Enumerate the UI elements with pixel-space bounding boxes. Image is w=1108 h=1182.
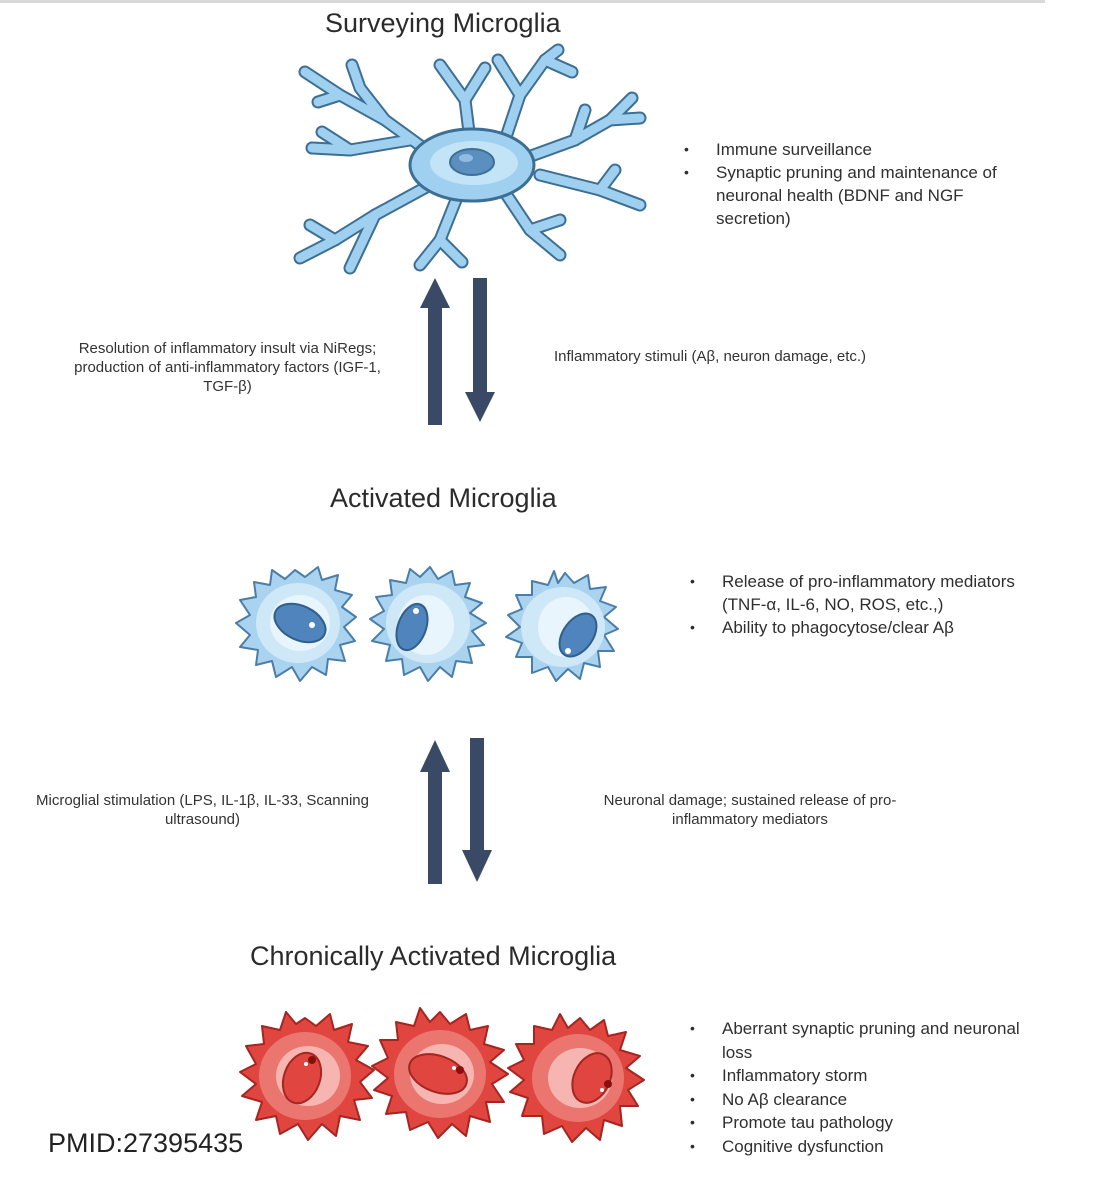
arrow-down-icon [465, 278, 495, 422]
neuronal-damage-label: Neuronal damage; sustained release of pr… [603, 792, 897, 828]
list-item: No Aβ clearance [686, 1088, 1046, 1112]
arrow-up-icon [420, 278, 450, 425]
list-item: Cognitive dysfunction [686, 1135, 1046, 1159]
list-item: Immune surveillance [680, 138, 1040, 161]
lower-bidirectional-arrows [420, 738, 492, 884]
top-divider [0, 0, 1045, 3]
surveying-microglia-cell [293, 43, 647, 275]
chronic-effects-list: Aberrant synaptic pruning and neuronal l… [686, 1017, 1046, 1158]
microglial-stimulation-label: Microglial stimulation (LPS, IL-1β, IL-3… [36, 792, 369, 828]
chronically-activated-microglia-title: Chronically Activated Microglia [250, 941, 617, 971]
inflammatory-stimuli-label: Inflammatory stimuli (Aβ, neuron damage,… [553, 348, 867, 365]
activated-functions-list: Release of pro-inflammatory mediators (T… [686, 570, 1046, 639]
arrow-down-icon [462, 738, 492, 882]
activated-microglia-cells [235, 566, 619, 682]
list-item: Ability to phagocytose/clear Aβ [686, 616, 1046, 639]
list-item: Promote tau pathology [686, 1111, 1046, 1135]
chronically-activated-microglia-cells [239, 1007, 645, 1143]
activated-microglia-title: Activated Microglia [330, 483, 557, 513]
arrow-up-icon [420, 740, 450, 884]
pmid-citation: PMID:27395435 [48, 1128, 244, 1158]
list-item: Aberrant synaptic pruning and neuronal l… [686, 1017, 1046, 1064]
list-item: Release of pro-inflammatory mediators (T… [686, 570, 1046, 616]
upper-bidirectional-arrows [420, 278, 495, 425]
resolution-transition-label: Resolution of inflammatory insult via Ni… [74, 340, 381, 395]
surveying-microglia-title: Surveying Microglia [325, 8, 561, 38]
surveying-functions-list: Immune surveillance Synaptic pruning and… [680, 138, 1040, 230]
list-item: Synaptic pruning and maintenance of neur… [680, 161, 1040, 230]
list-item: Inflammatory storm [686, 1064, 1046, 1088]
